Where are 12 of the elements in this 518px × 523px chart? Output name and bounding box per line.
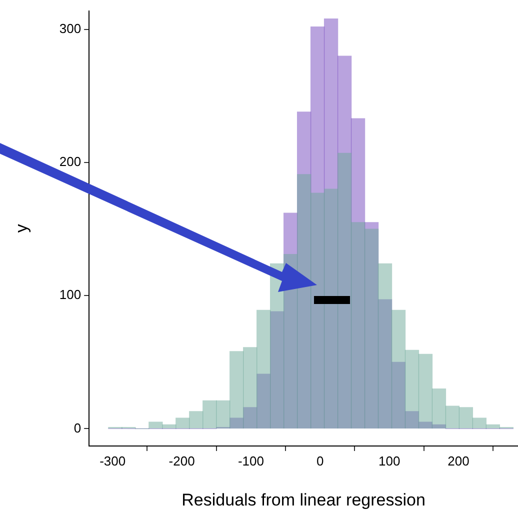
x-tick-label: 0 <box>316 453 324 468</box>
x-tick-label: -100 <box>238 453 264 468</box>
y-tick-label: 0 <box>74 420 82 436</box>
y-tick-label: 100 <box>59 287 82 302</box>
y-tick-label: 300 <box>59 21 82 36</box>
x-tick-label: -300 <box>100 453 126 468</box>
x-tick-label: 100 <box>378 453 400 468</box>
x-tick-label: -200 <box>168 453 195 468</box>
x-axis-title: Residuals from linear regression <box>182 490 426 510</box>
x-tick-label: 200 <box>448 453 470 468</box>
y-axis-title: y <box>12 224 31 233</box>
y-tick-label: 200 <box>59 154 82 170</box>
